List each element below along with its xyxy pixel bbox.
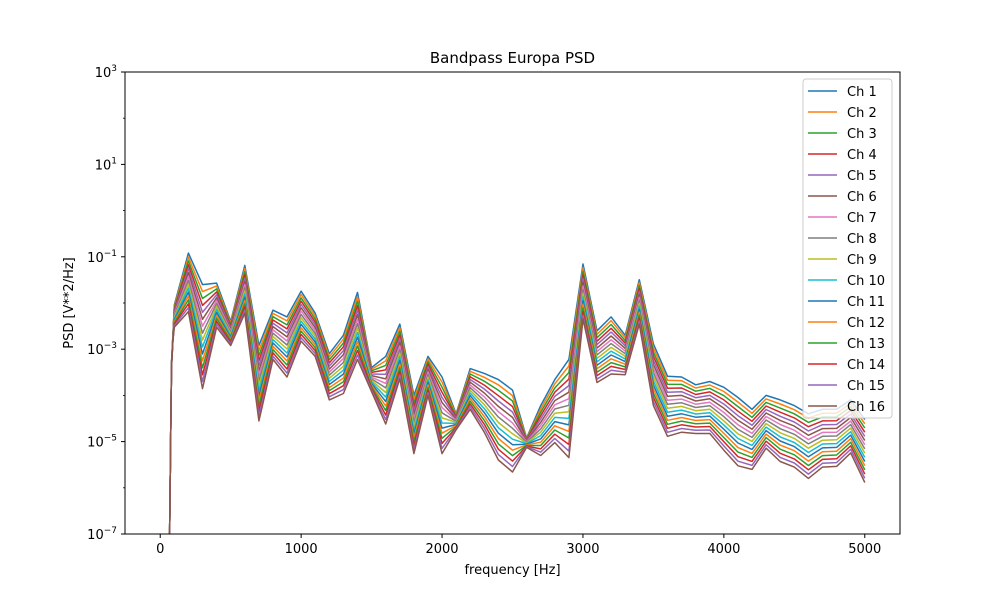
series-line-4: [168, 264, 866, 534]
legend-label: Ch 13: [847, 337, 885, 352]
legend-label: Ch 2: [847, 106, 877, 121]
legend-label: Ch 5: [847, 169, 877, 184]
series-line-3: [168, 260, 866, 534]
chart-title: Bandpass Europa PSD: [430, 49, 595, 67]
series-line-11: [168, 291, 866, 534]
x-tick-label: 3000: [566, 542, 599, 557]
x-tick-label: 4000: [707, 542, 740, 557]
legend-label: Ch 16: [847, 400, 885, 415]
x-tick-label: 2000: [425, 542, 458, 557]
x-tick-label: 0: [156, 542, 164, 557]
series-line-6: [168, 271, 866, 534]
series-line-14: [168, 303, 866, 534]
series-line-9: [168, 283, 866, 534]
legend-label: Ch 10: [847, 274, 885, 289]
legend-label: Ch 12: [847, 316, 885, 331]
legend-label: Ch 14: [847, 358, 885, 373]
series-line-8: [168, 279, 866, 534]
series-line-10: [168, 287, 866, 534]
series-line-15: [168, 306, 866, 534]
x-tick-label: 1000: [285, 542, 318, 557]
y-axis-label: PSD [V**2/Hz]: [62, 257, 77, 349]
legend-label: Ch 4: [847, 148, 877, 163]
series-line-12: [168, 295, 866, 534]
legend-label: Ch 3: [847, 127, 877, 142]
series-line-13: [168, 299, 866, 534]
legend: Ch 1 Ch 2 Ch 3 Ch 4 Ch 5 Ch 6 Ch 7 Ch 8 Ch 9 Ch 1…: [802, 78, 893, 419]
series-line-16: [168, 310, 866, 534]
legend-box: [802, 78, 893, 419]
series-layer: [168, 252, 866, 534]
series-line-7: [168, 275, 866, 534]
x-axis-label: frequency [Hz]: [464, 563, 560, 578]
legend-label: Ch 11: [847, 295, 885, 310]
legend-label: Ch 6: [847, 190, 877, 205]
legend-label: Ch 7: [847, 211, 877, 226]
x-axis: 0 1000 2000 3000 4000 5000: [156, 534, 881, 557]
series-line-5: [168, 267, 866, 534]
legend-label: Ch 8: [847, 232, 877, 247]
legend-label: Ch 1: [847, 85, 877, 100]
series-line-2: [168, 256, 866, 534]
x-tick-label: 5000: [848, 542, 881, 557]
legend-label: Ch 9: [847, 253, 877, 268]
legend-label: Ch 15: [847, 379, 885, 394]
